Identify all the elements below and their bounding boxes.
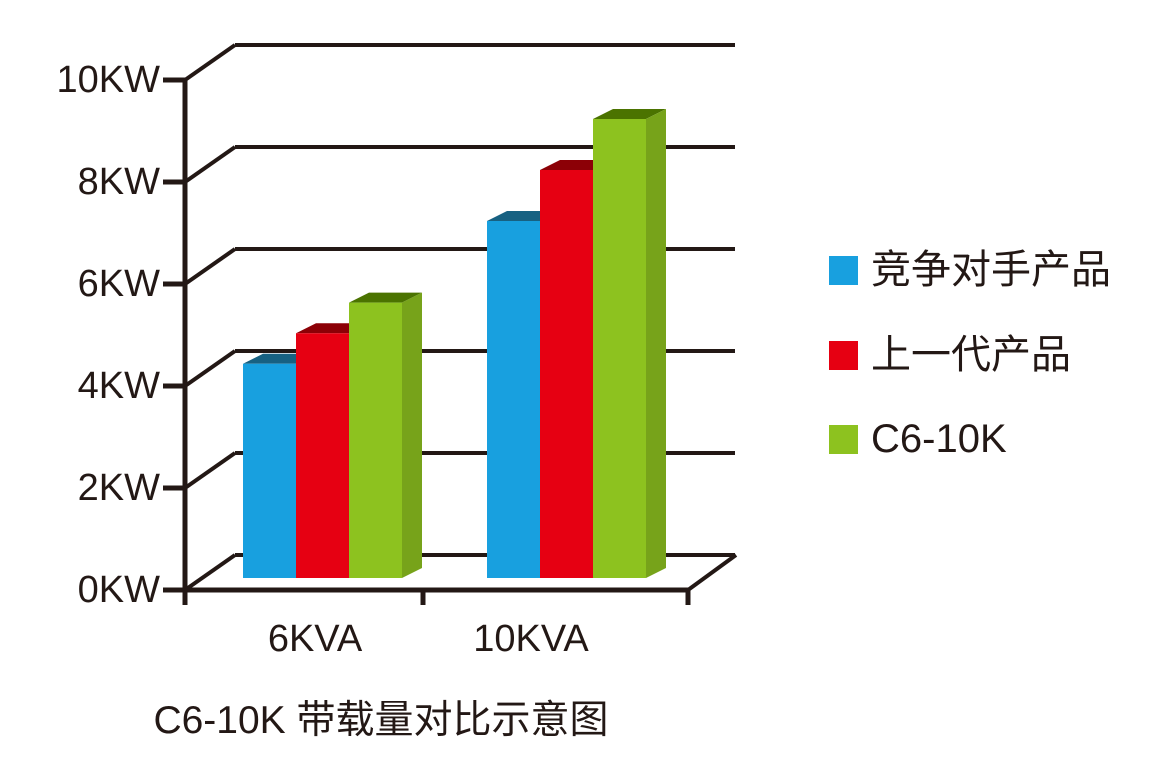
legend-label-competitor: 竞争对手产品	[871, 248, 1111, 292]
legend-swatch-competitor-blue	[829, 255, 858, 285]
y-axis-label-2kw: 2KW	[77, 467, 160, 509]
y-axis-label-8kw: 8KW	[77, 161, 160, 203]
y-axis-label-10kw: 10KW	[56, 59, 160, 101]
x-axis-label-6kva: 6KVA	[267, 618, 363, 660]
legend-item-competitor: 竞争对手产品	[829, 250, 1111, 290]
chart-title: C6-10K 带载量对比示意图	[153, 699, 609, 742]
legend-swatch-c6-10k-green	[829, 424, 858, 454]
y-axis-label-6kw: 6KW	[77, 263, 160, 305]
x-axis-label-10kva: 10KVA	[473, 618, 589, 660]
y-axis-label-4kw: 4KW	[77, 365, 160, 407]
legend-swatch-previous-gen-red	[829, 340, 858, 370]
legend-item-previous-gen: 上一代产品	[829, 335, 1071, 375]
legend-label-previous-gen: 上一代产品	[871, 333, 1071, 377]
legend-item-c6-10k: C6-10K	[829, 419, 1007, 459]
y-axis-label-0kw: 0KW	[77, 569, 160, 611]
legend-label-c6-10k: C6-10K	[871, 417, 1007, 461]
